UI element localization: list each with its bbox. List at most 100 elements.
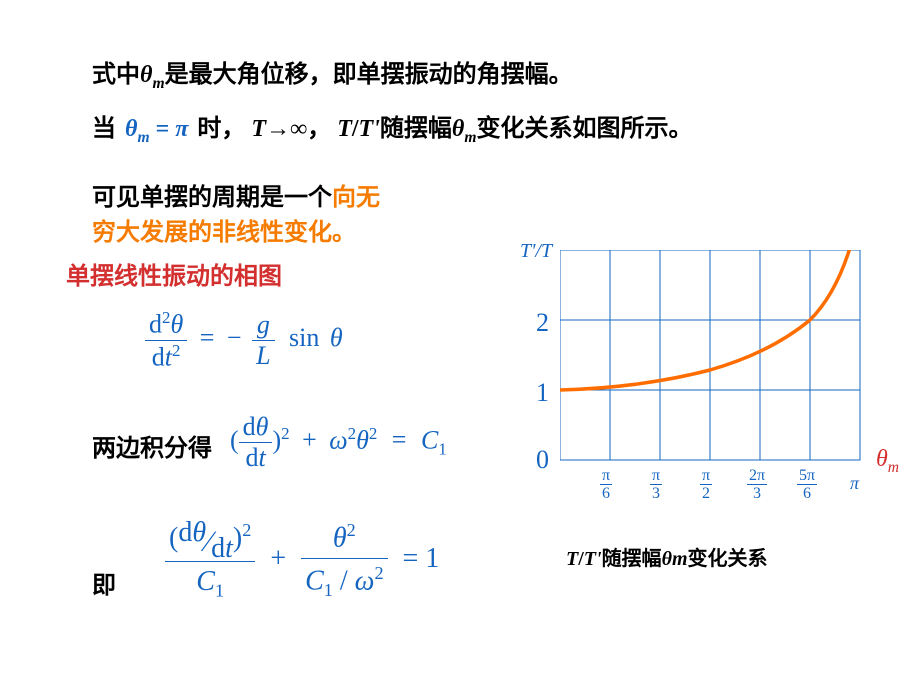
e3d1: d [178,517,192,548]
e3th: θ [192,517,206,548]
e1th: θ [170,310,183,339]
e2rp: ) [272,425,281,454]
equation-1: d2θ dt2 = − g L sin θ [145,308,343,372]
e3t: t [225,533,233,564]
e3sl: / [340,566,348,597]
l1m: m [152,75,164,92]
chart-xtpi: π [850,473,859,494]
ce: θm [662,548,688,570]
e1t: t [165,342,172,371]
l2T: T [251,116,266,142]
e3lp: ( [169,522,178,553]
l2TT: T [337,116,352,142]
chart-xt2: π3 [650,468,662,503]
chart-y2: 2 [536,308,549,338]
e2C: C [421,425,438,454]
label-integrate: 两边积分得 [92,428,212,463]
ji: 即 [92,573,116,599]
equation-2: ( dθ dt )2 + ω2θ2 = C1 [230,412,447,473]
intl: 两边积分得 [92,436,212,462]
e2pl: + [302,425,317,454]
text-line1: 式中θm是最大角位移，即单摆振动的角摆幅。 [92,54,573,93]
label-ji: 即 [92,565,116,600]
e1mn: − [227,323,242,352]
l2m2: m [464,129,476,146]
cxm: m [888,459,899,476]
e3C1: C [196,566,215,597]
chart-y0: 0 [536,445,549,475]
e3th2: θ [333,522,347,553]
e3s1: 2 [242,520,251,540]
e2lp: ( [230,425,239,454]
chart-ylabel: T'/T [520,240,552,263]
e2th: θ [256,412,269,441]
l2sl: / [352,116,359,142]
e1d1: d [149,310,162,339]
l2c: 随摆幅 [380,116,452,142]
e2th2: θ [356,425,369,454]
e1s2: 2 [172,341,180,360]
cf: 变化关系 [688,548,768,570]
e3om: ω [355,566,375,597]
text-line2: 当 θm = π 时， T→∞， T/T'随摆幅θm变化关系如图所示。 [92,108,692,147]
equation-3: ( dθ⁄dt )2 C1 + θ2 C1 / ω2 = 1 [165,520,439,602]
e2s3: 2 [369,424,377,443]
l2pi: π [175,116,188,142]
eq3-frac2: θ2 C1 / ω2 [301,520,387,601]
e1th2: θ [330,323,343,352]
e2d1: d [243,412,256,441]
eq2-frac: dθ dt [239,412,273,473]
e3e1: = 1 [403,543,440,574]
e1sin: sin [289,323,319,352]
e3d2: d [211,533,225,564]
l2ar: →∞， [266,116,331,142]
e3s2: 2 [347,520,356,540]
l3c: 穷大发展的非线性变化。 [92,220,356,246]
e1g: g [257,310,270,339]
l2eq: θm = π [125,116,194,142]
l2a: 当 [92,116,116,142]
l1th: θ [140,62,152,88]
cxth: θ [876,446,888,472]
eq1-lhs-frac: d2θ dt2 [145,308,187,372]
e3pl: + [270,543,286,574]
l1b: 是最大角位移，即单摆振动的角摆幅。 [165,62,573,88]
chart-xt1: π6 [600,468,612,503]
chart-xt5: 5π6 [797,468,817,503]
e2s2: 2 [348,424,356,443]
l2th: θ [125,116,137,142]
l2m: m [137,129,149,146]
e2eq: = [392,425,407,454]
e3C2: C [305,566,324,597]
chart-xlabel: θm [876,446,899,477]
chart-grid [560,250,860,460]
e2t: t [258,443,265,472]
e3s3: 2 [374,563,383,583]
cc: T' [584,548,602,570]
e3rp: ) [233,522,242,553]
l1a: 式中 [92,62,140,88]
e3c12: 1 [324,580,333,600]
e2s1: 2 [281,424,289,443]
l2d: 变化关系如图所示。 [476,116,692,142]
cd: 随摆幅 [602,548,662,570]
e3c11: 1 [215,581,224,601]
l2t2: θ [452,116,464,142]
e1d2: d [152,342,165,371]
e2c1: 1 [438,440,446,459]
e1L: L [256,341,270,370]
e2om: ω [329,425,347,454]
text-line3c: 穷大发展的非线性变化。 [92,212,356,247]
eq3-frac1: ( dθ⁄dt )2 C1 [165,520,255,602]
l2Tp: T' [359,116,380,142]
chart-xt3: π2 [700,468,712,503]
eq1-rhs-frac: g L [252,310,274,371]
chart-xt4: 2π3 [747,468,767,503]
chart-y1: 1 [536,378,549,408]
ca: T [566,548,578,570]
hd: 单摆线性振动的相图 [66,264,282,290]
chart-caption: T/T'随摆幅θm变化关系 [566,542,768,571]
eq3-dtheta: dθ⁄dt [178,523,233,557]
l3b: 向无 [332,185,380,211]
heading-phase: 单摆线性振动的相图 [66,256,282,291]
